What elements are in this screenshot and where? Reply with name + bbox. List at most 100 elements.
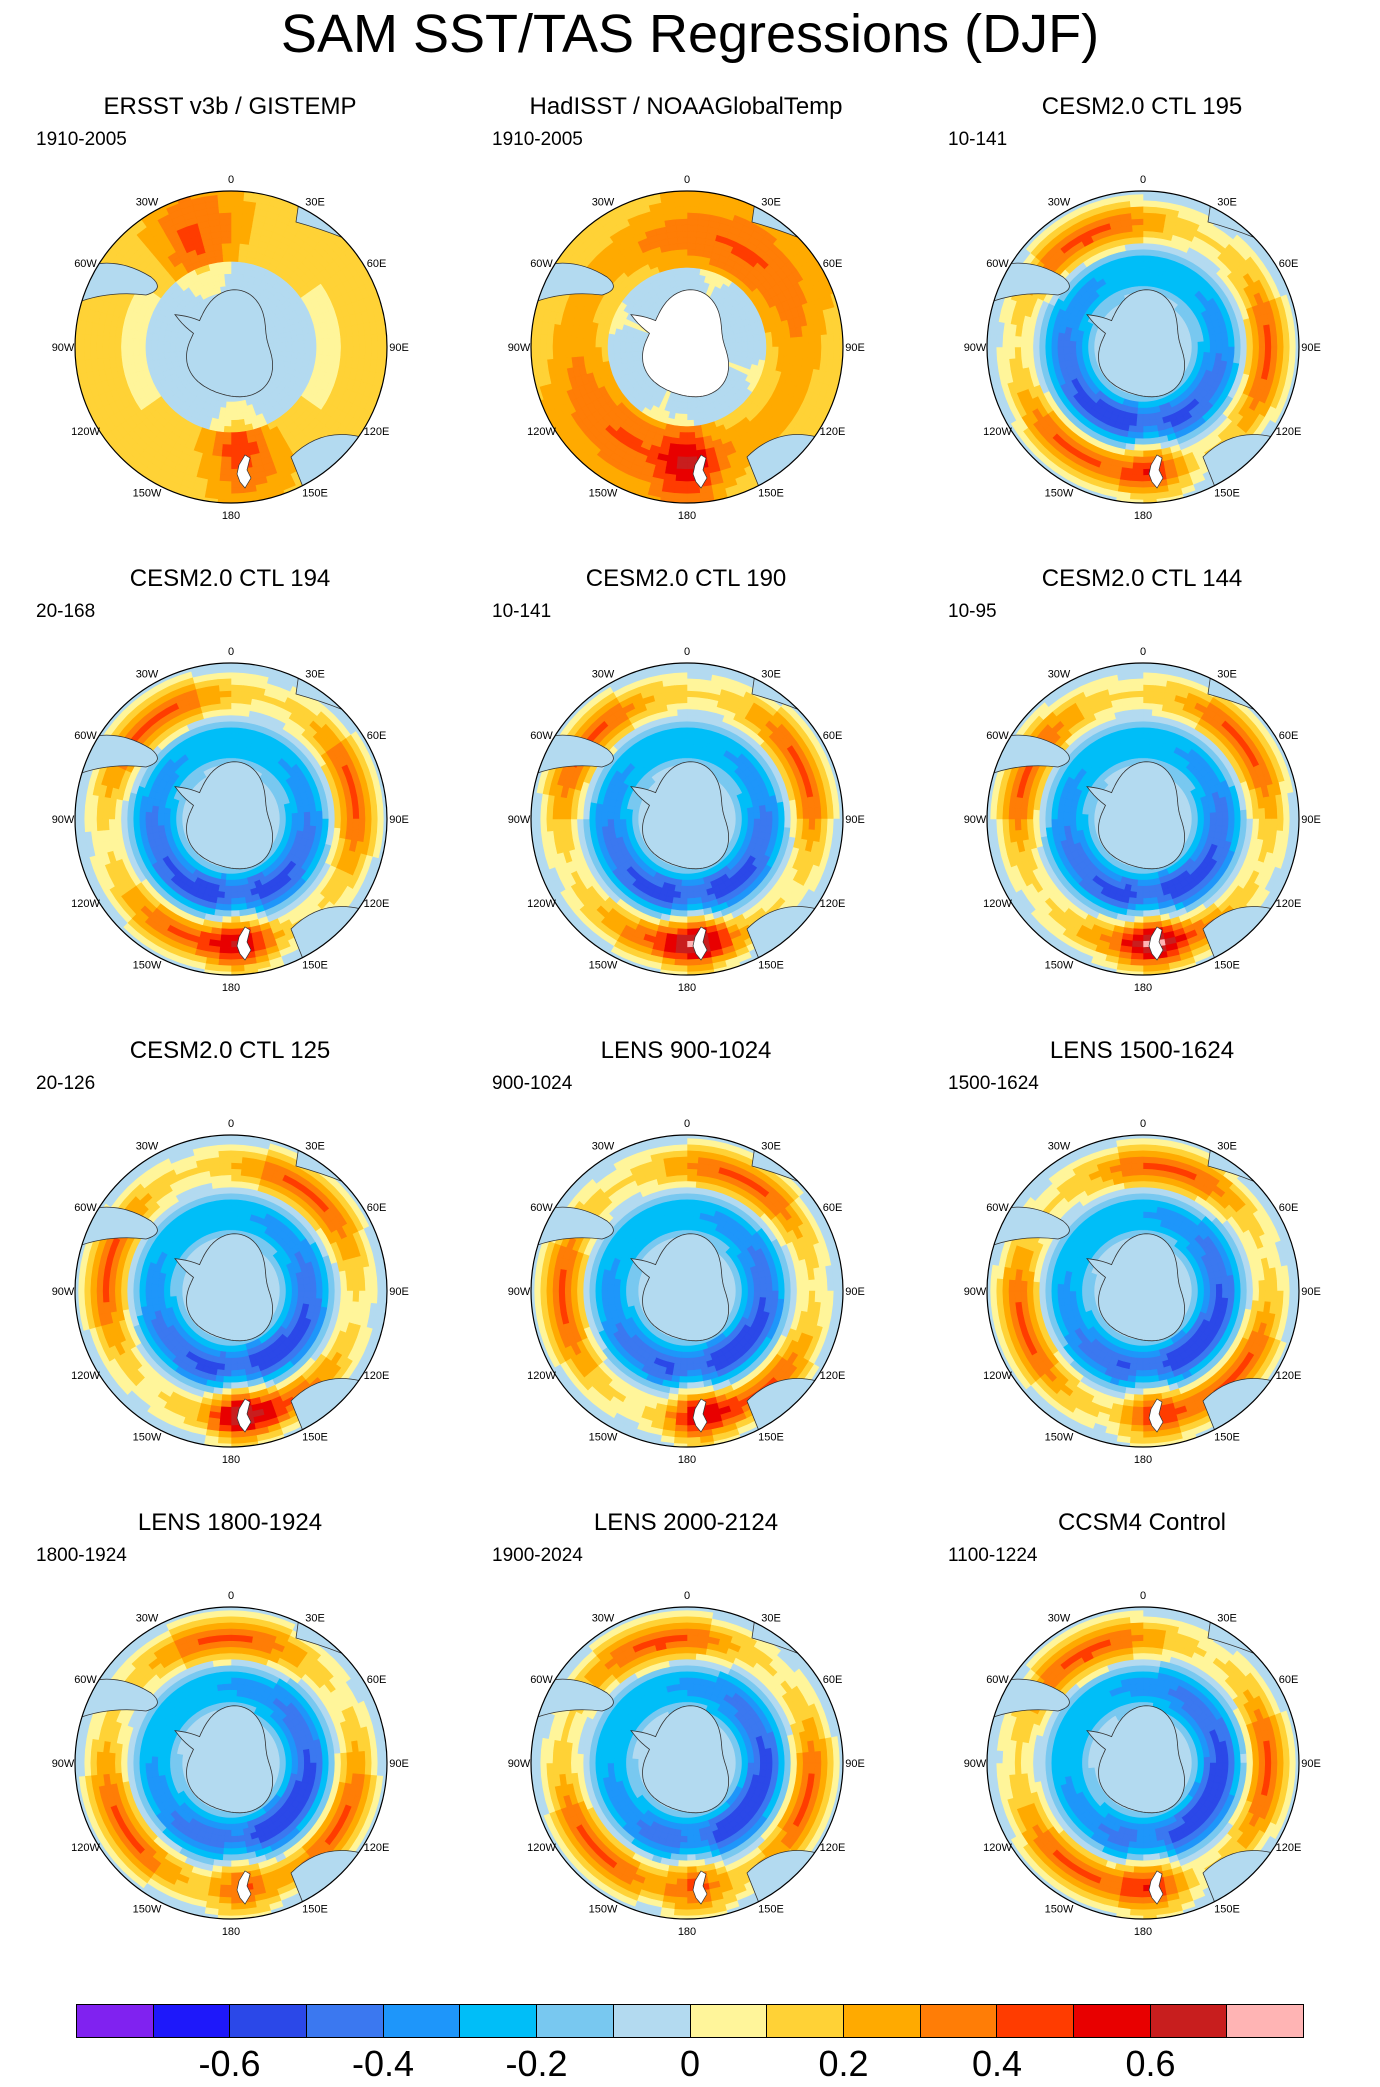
field-cell [144,346,153,355]
field-cell [1133,444,1144,452]
field-cell [303,339,311,348]
field-cell [570,336,578,348]
field-cell [686,205,700,214]
longitude-label: 30E [761,197,781,209]
field-cell [631,346,639,353]
field-cell [218,205,232,214]
field-cell [230,224,243,232]
field-cell [217,492,232,501]
field-cell [673,199,688,208]
panel-period: 1910-2005 [36,128,127,152]
field-cell [686,444,697,452]
field-cell [1142,438,1152,446]
field-cell [230,413,238,421]
longitude-label: 180 [678,510,696,522]
field-cell [328,337,336,348]
longitude-label: 120W [71,426,100,438]
field-cell [224,279,232,287]
field-cell [175,350,184,357]
field-cell [686,218,699,226]
field-cell [686,236,697,244]
field-cell [735,341,743,348]
field-cell [358,346,366,360]
field-cell [1190,337,1199,344]
field-cell [619,340,627,348]
field-cell [675,218,688,226]
field-cell [83,333,92,348]
field-cell [230,254,240,262]
field-cell [678,432,688,440]
field-cell [230,444,241,452]
field-cell [686,456,698,464]
field-cell [346,346,354,359]
field-cell [1228,338,1236,348]
field-cell [235,400,242,409]
field-cell [594,346,602,356]
field-cell [1191,341,1199,348]
field-cell [686,273,694,281]
field-cell [220,230,232,238]
field-cell [686,254,696,262]
field-cell [533,333,542,348]
field-cell [1069,340,1077,348]
field-cell [796,346,804,358]
longitude-label: 120E [820,426,846,438]
field-cell [1075,351,1084,360]
field-cell [1063,346,1071,355]
field-layer [75,191,387,503]
longitude-label: 0 [684,174,690,186]
field-cell [1050,338,1058,348]
field-cell [132,338,140,348]
field-cell [539,333,548,348]
field-cell [230,407,238,415]
field-cell [826,333,835,348]
field-cell [1142,401,1149,409]
field-cell [1142,419,1151,427]
map-border [74,190,388,504]
field-cell [1240,346,1248,357]
field-cell [1136,413,1144,421]
field-cell [1203,340,1211,348]
field-cell [221,450,232,458]
field-cell [224,273,232,281]
field-cell [1044,338,1052,348]
field-cell [235,406,244,415]
field-cell [1135,419,1144,427]
field-cell [686,419,695,427]
field-cell [221,444,232,452]
figure-title: SAM SST/TAS Regressions (DJF) [0,2,1380,66]
map-panel: HadISST / NOAAGlobalTemp 1910-2005 0 30E 60E… [456,92,916,566]
field-cell [686,199,701,208]
field-cell [681,401,688,409]
field-cell [679,425,688,434]
field-cell [224,407,232,415]
field-cell [729,342,737,348]
field-cell [370,333,379,348]
field-cell [613,346,621,354]
field-cell [1087,346,1095,353]
field-cell [600,339,609,348]
field-cell [1228,346,1236,356]
field-cell [89,334,98,348]
field-cell [686,242,697,250]
longitude-label: 0 [228,174,234,186]
field-cell [291,340,299,348]
field-cell [533,346,542,361]
field-cell [217,486,232,495]
field-cell [273,342,281,348]
map-panel: CESM2.0 CTL 195 10-141 0 30E 60E 90E 120E 150E 1… [912,92,1372,566]
field-cell [1142,273,1150,281]
longitude-label: 180 [222,510,240,522]
field-cell [364,334,373,348]
field-cell [230,248,240,256]
field-cell [675,462,688,470]
field-cell [284,336,293,343]
field-cell [576,337,584,348]
field-cell [163,346,171,354]
field-cell [784,337,792,348]
field-cell [126,346,134,357]
field-cell [340,336,348,348]
field-cell [686,193,701,202]
longitude-label: 60E [823,258,843,270]
